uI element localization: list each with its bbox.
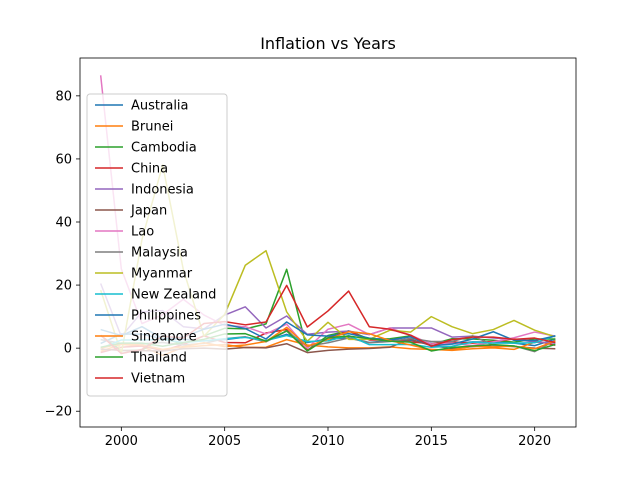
legend-label: Brunei bbox=[131, 120, 173, 135]
legend-label: Cambodia bbox=[131, 141, 197, 156]
legend-label: Myanmar bbox=[131, 267, 193, 282]
x-tick-label: 2000 bbox=[105, 434, 138, 449]
legend: Australia Brunei Cambodia China Indonesia Jap… bbox=[86, 93, 228, 397]
y-tick-label: −20 bbox=[45, 405, 72, 420]
x-tick-label: 2005 bbox=[208, 434, 241, 449]
legend-label: Singapore bbox=[131, 330, 197, 345]
y-tick-label: 0 bbox=[64, 342, 72, 357]
legend-label: China bbox=[131, 162, 168, 177]
y-tick-label: 40 bbox=[55, 216, 72, 231]
chart-title: Inflation vs Years bbox=[260, 34, 396, 53]
legend-label: Indonesia bbox=[131, 183, 194, 198]
legend-box bbox=[86, 93, 228, 397]
y-tick-label: 20 bbox=[55, 279, 72, 294]
x-tick-label: 2020 bbox=[518, 434, 551, 449]
y-tick-label: 80 bbox=[55, 89, 72, 104]
legend-label: Philippines bbox=[131, 309, 201, 324]
x-tick-label: 2010 bbox=[311, 434, 344, 449]
legend-label: Vietnam bbox=[131, 372, 185, 387]
legend-label: New Zealand bbox=[131, 288, 216, 303]
x-tick-label: 2015 bbox=[415, 434, 448, 449]
legend-label: Australia bbox=[131, 99, 189, 114]
legend-label: Thailand bbox=[130, 351, 187, 366]
legend-label: Malaysia bbox=[131, 246, 188, 261]
y-tick-label: 60 bbox=[55, 152, 72, 167]
axes: 2000 2005 2010 2015 2020 −20 0 20 40 60 80 bbox=[45, 57, 577, 449]
legend-label: Japan bbox=[130, 204, 167, 219]
legend-label: Lao bbox=[131, 225, 154, 240]
